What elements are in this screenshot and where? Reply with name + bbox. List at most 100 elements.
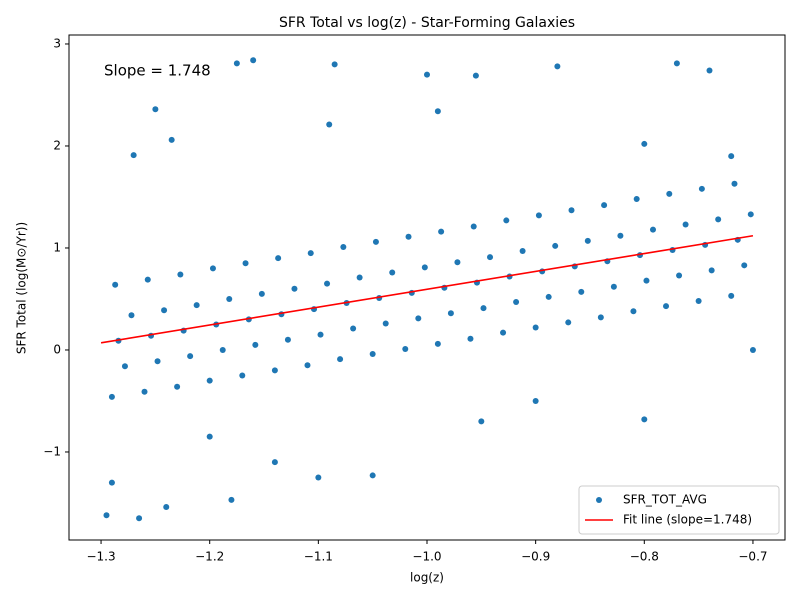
scatter-point [421,264,428,271]
scatter-point [467,335,474,342]
legend-swatch [596,497,602,503]
scatter-point [695,298,702,305]
scatter-point [434,108,441,115]
scatter-point [478,418,485,425]
x-tick-label: −0.9 [521,550,550,564]
scatter-point [749,346,756,353]
x-tick-label: −1.0 [412,550,441,564]
scatter-point [228,496,235,503]
scatter-point [643,277,650,284]
scatter-point [415,315,422,322]
scatter-point [112,281,119,288]
scatter-point [284,336,291,343]
scatter-point [698,185,705,192]
scatter-point [163,504,170,511]
scatter-point [252,341,259,348]
scatter-point [447,310,454,317]
scatter-point [144,276,151,283]
scatter-point [121,363,128,370]
scatter-point [663,303,670,310]
scatter-point [728,153,735,160]
fit-line [100,234,754,344]
scatter-point [331,61,338,68]
scatter-point [141,388,148,395]
scatter-point [601,202,608,209]
scatter-point [275,255,282,262]
scatter-point [552,242,559,249]
scatter-point [239,372,246,379]
y-tick-label: 0 [53,342,61,356]
y-tick-label: 2 [53,138,61,152]
scatter-point [326,121,333,128]
scatter-point [741,262,748,269]
x-axis-label: log(z) [410,571,444,585]
scatter-point [424,71,430,78]
legend-box [578,485,780,535]
scatter-point [350,325,357,332]
scatter-point [233,60,240,67]
x-tick-label: −1.2 [195,550,224,564]
legend-label: SFR_TOT_AVG [623,493,707,507]
scatter-point [226,295,233,302]
scatter-point [307,250,314,257]
scatter-point [682,221,689,228]
scatter-point [434,340,441,347]
scatter-point [174,383,181,390]
scatter-point [337,356,344,363]
scatter-point [641,140,648,147]
scatter-point [128,312,135,319]
scatter-point [130,152,137,159]
scatter-point [103,512,110,519]
scatter-point [532,324,539,331]
scatter-point [472,72,479,79]
y-tick-label: 3 [53,36,61,50]
scatter-point [454,259,461,266]
scatter-point [487,254,494,261]
scatter-point [209,265,216,272]
scatter-point [706,67,713,74]
scatter-point [568,207,575,214]
x-tick-label: −1.3 [86,550,115,564]
scatter-point [161,307,168,314]
scatter-point [193,302,200,309]
scatter-point [271,367,278,374]
scatter-point [405,233,412,240]
scatter-point [565,319,572,326]
scatter-point [503,217,510,224]
scatter-point [152,106,159,113]
scatter-point [258,290,265,297]
scatter-point [177,271,184,278]
scatter-point [532,397,539,404]
legend-label: Fit line (slope=1.748) [623,513,752,527]
scatter-point [402,345,409,352]
scatter-point [356,274,363,281]
scatter-point [291,285,298,292]
scatter-point [271,459,278,466]
scatter-point [728,292,735,299]
scatter-point [519,248,526,255]
x-tick-label: −0.8 [630,550,659,564]
scatter-point [340,243,347,250]
scatter-point [535,212,542,219]
annotation: Slope = 1.748 [104,62,211,80]
scatter-point [633,196,640,203]
y-axis-label: SFR Total (log(M⊙/Yr)) [15,222,29,354]
scatter-point [480,305,487,312]
scatter-point [649,226,656,233]
scatter-point [545,293,552,300]
scatter-point [168,136,175,143]
chart-title: SFR Total vs log(z) - Star-Forming Galax… [279,15,575,31]
scatter-point [617,232,624,239]
scatter-point [673,60,680,67]
scatter-point [369,351,376,358]
scatter-point [389,269,396,276]
scatter-point [554,63,561,70]
scatter-point [304,362,311,369]
scatter-point [438,228,445,235]
scatter-point [597,314,604,321]
scatter-point [641,416,648,423]
scatter-point [676,272,683,279]
axes-frame [68,34,786,541]
scatter-point [382,320,389,327]
